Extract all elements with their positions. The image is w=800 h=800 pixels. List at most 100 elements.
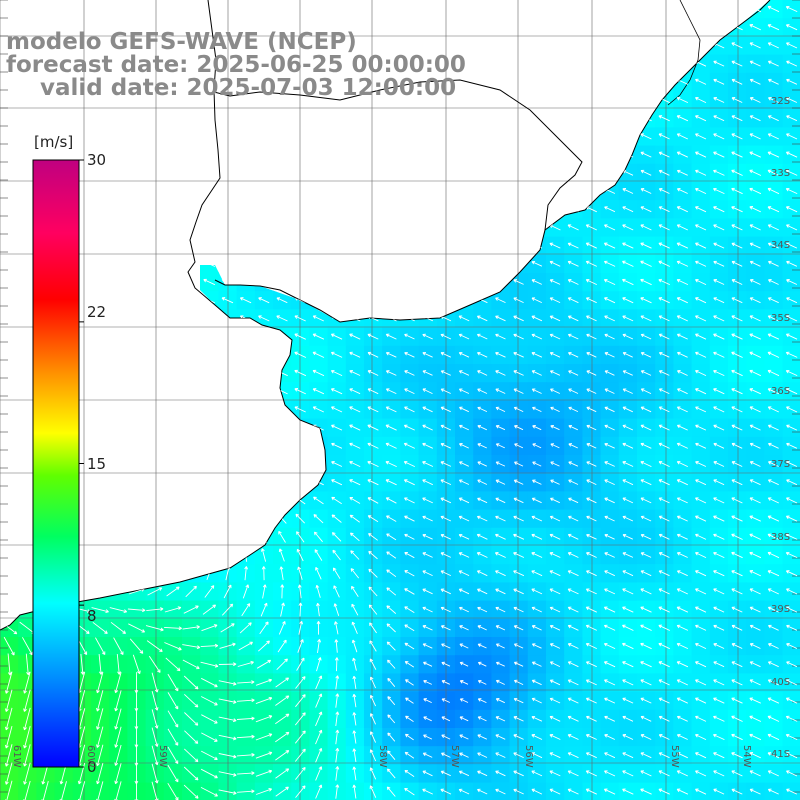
wind-arrow	[130, 133, 143, 140]
wind-cell	[509, 782, 529, 800]
wind-arrow	[640, 424, 652, 431]
wind-arrow	[204, 495, 215, 506]
wind-cell	[145, 564, 165, 583]
wind-arrow	[513, 60, 525, 67]
wind-arrow	[658, 242, 670, 249]
wind-cell	[455, 127, 474, 147]
wind-cell	[145, 109, 165, 128]
wind-arrow	[458, 187, 470, 195]
wind-arrow	[236, 752, 255, 757]
wind-arrow	[404, 751, 415, 759]
wind-arrow	[403, 460, 415, 468]
wind-arrow	[658, 497, 670, 504]
wind-arrow	[749, 97, 761, 103]
wind-arrow	[275, 731, 290, 743]
wind-arrow	[404, 388, 415, 395]
wind-arrow	[332, 567, 341, 579]
wind-arrow	[4, 707, 13, 731]
wind-arrow	[317, 639, 322, 653]
wind-cell	[637, 91, 656, 110]
wind-cell	[127, 309, 147, 329]
wind-arrow	[258, 115, 270, 122]
wind-arrow	[567, 570, 579, 577]
wind-arrow	[316, 657, 322, 672]
wind-arrow	[477, 406, 488, 413]
wind-arrow	[203, 388, 215, 395]
wind-cell	[127, 364, 147, 383]
wind-arrow	[75, 133, 88, 140]
wind-cell	[455, 145, 474, 165]
wind-cell	[327, 218, 347, 238]
wind-arrow	[114, 708, 122, 730]
wind-arrow	[676, 260, 689, 267]
wind-arrow	[604, 697, 616, 704]
wind-arrow	[331, 133, 343, 140]
wind-arrow	[200, 661, 219, 668]
wind-arrow	[422, 224, 434, 231]
wind-arrow	[92, 621, 108, 634]
wind-arrow	[568, 370, 579, 376]
wind-arrow	[477, 679, 487, 685]
wind-arrow	[276, 461, 288, 467]
wind-cell	[473, 218, 492, 238]
wind-arrow	[21, 133, 34, 140]
wind-arrow	[23, 725, 31, 749]
wind-arrow	[622, 679, 634, 686]
wind-arrow	[785, 187, 798, 195]
wind-cell	[546, 0, 565, 19]
wind-arrow	[767, 388, 780, 395]
wind-arrow	[4, 725, 13, 749]
wind-arrow	[21, 96, 34, 104]
wind-arrow	[458, 279, 470, 285]
wind-arrow	[586, 406, 597, 413]
wind-cell	[273, 436, 292, 456]
wind-arrow	[276, 658, 288, 671]
wind-cell	[182, 527, 201, 547]
wind-cell	[564, 54, 583, 74]
wind-arrow	[3, 478, 16, 486]
wind-cell	[309, 236, 329, 256]
wind-arrow	[20, 187, 34, 195]
wind-arrow	[640, 588, 652, 595]
wind-arrow	[640, 278, 652, 286]
wind-cell	[127, 345, 147, 365]
wind-arrow	[585, 642, 597, 650]
wind-arrow	[404, 351, 415, 358]
wind-arrow	[237, 660, 254, 667]
wind-arrow	[713, 551, 725, 559]
wind-arrow	[369, 640, 377, 652]
wind-arrow	[586, 515, 597, 522]
wind-arrow	[767, 770, 779, 777]
wind-cell	[273, 145, 292, 165]
wind-arrow	[207, 548, 212, 562]
wind-cell	[109, 546, 128, 565]
wind-arrow	[2, 568, 17, 579]
wind-arrow	[586, 443, 597, 449]
wind-arrow	[242, 584, 250, 599]
wind-arrow	[695, 151, 707, 158]
wind-arrow	[586, 315, 597, 322]
wind-arrow	[749, 78, 761, 85]
wind-arrow	[695, 424, 707, 431]
wind-arrow	[313, 514, 324, 524]
wind-arrow	[187, 566, 195, 580]
wind-arrow	[658, 370, 670, 376]
wind-arrow	[786, 643, 798, 649]
wind-arrow	[658, 351, 670, 358]
wind-arrow	[568, 443, 578, 449]
wind-cell	[546, 182, 565, 201]
wind-arrow	[585, 297, 597, 304]
wind-cell	[564, 36, 583, 56]
wind-cell	[109, 182, 128, 201]
wind-arrow	[130, 5, 143, 13]
wind-arrow	[531, 752, 543, 759]
wind-arrow	[713, 333, 725, 340]
wind-cell	[291, 473, 310, 492]
wind-arrow	[440, 333, 452, 340]
wind-arrow	[112, 424, 125, 431]
wind-arrow	[731, 60, 743, 67]
wind-arrow	[221, 442, 234, 449]
wind-cell	[709, 782, 729, 800]
wind-arrow	[203, 442, 216, 449]
wind-cell	[163, 455, 183, 474]
